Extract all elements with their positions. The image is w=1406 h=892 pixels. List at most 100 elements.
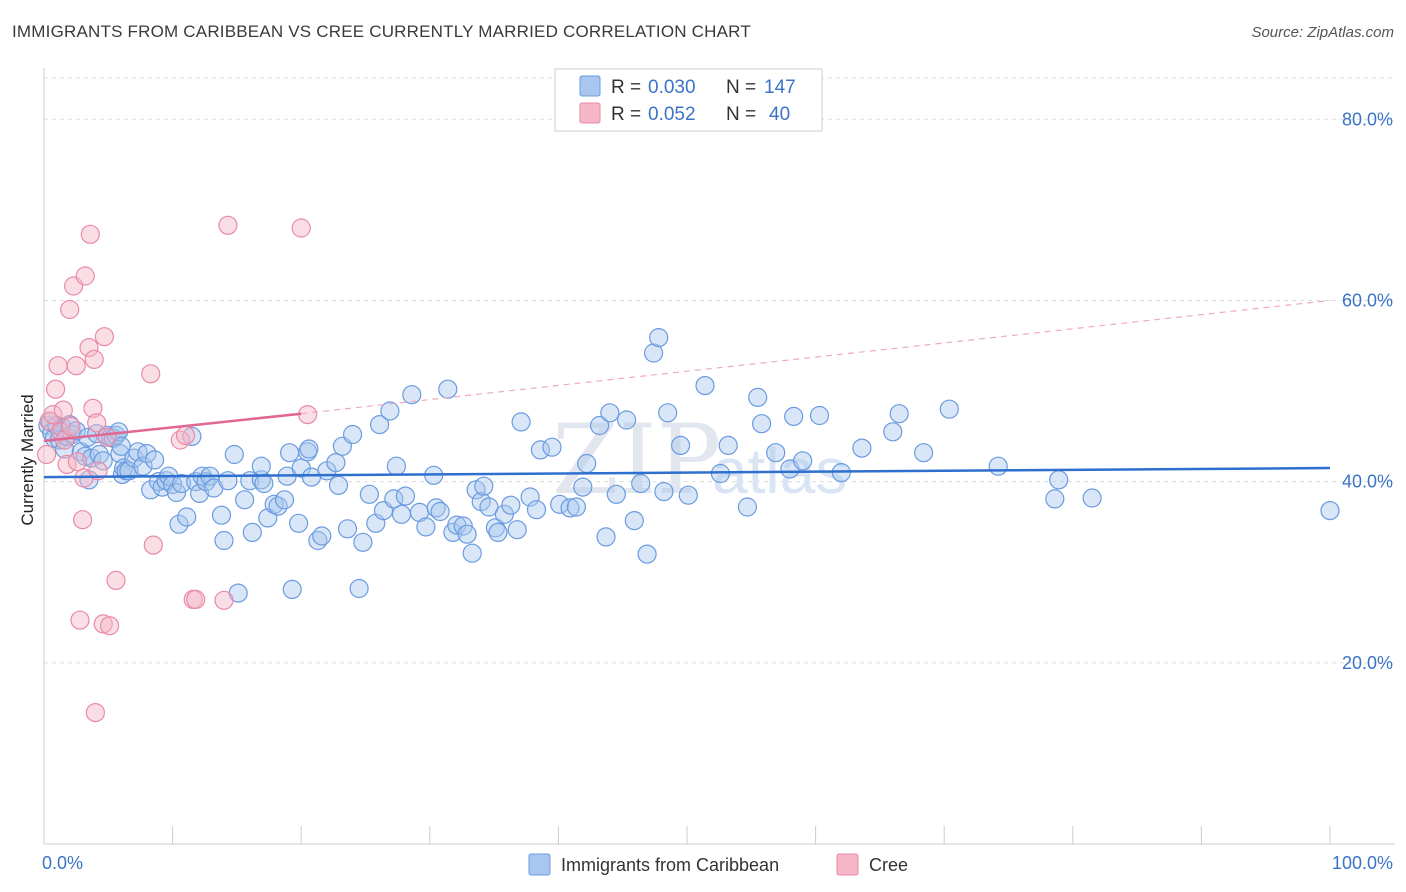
legend-r-value-cree: 0.052 bbox=[648, 104, 696, 125]
point-caribbean bbox=[235, 490, 255, 510]
y-tick-label: 40.0% bbox=[1342, 472, 1393, 492]
bottom-legend-swatch-cree bbox=[836, 853, 859, 876]
point-cree bbox=[87, 413, 107, 433]
legend-n-value-caribbean: 147 bbox=[764, 77, 796, 98]
point-caribbean bbox=[169, 514, 189, 534]
point-caribbean bbox=[254, 473, 274, 494]
point-caribbean bbox=[637, 544, 657, 564]
point-caribbean bbox=[643, 343, 664, 363]
point-cree bbox=[36, 444, 57, 465]
point-caribbean bbox=[1045, 489, 1065, 509]
point-cree bbox=[45, 379, 66, 399]
y-tick-label: 80.0% bbox=[1342, 109, 1393, 129]
point-cree bbox=[214, 590, 234, 610]
point-caribbean bbox=[93, 451, 113, 471]
point-caribbean bbox=[312, 526, 332, 546]
point-caribbean bbox=[1049, 470, 1069, 490]
point-caribbean bbox=[395, 486, 415, 506]
point-cree bbox=[67, 452, 88, 472]
point-caribbean bbox=[251, 456, 271, 476]
point-caribbean bbox=[326, 453, 346, 473]
point-caribbean bbox=[380, 401, 400, 421]
point-caribbean bbox=[488, 522, 508, 543]
chart-source: Source: ZipAtlas.com bbox=[1251, 24, 1394, 41]
point-caribbean bbox=[507, 520, 527, 540]
point-caribbean bbox=[177, 507, 197, 527]
grid-layer bbox=[44, 77, 1394, 664]
trendline-cree-extension bbox=[301, 299, 1331, 415]
point-caribbean bbox=[224, 444, 244, 465]
legend-swatch-cree bbox=[579, 102, 601, 124]
point-caribbean bbox=[988, 456, 1008, 476]
point-caribbean bbox=[1082, 488, 1102, 508]
point-caribbean bbox=[852, 438, 872, 458]
point-caribbean bbox=[520, 487, 540, 507]
point-caribbean bbox=[391, 504, 412, 524]
bottom-legend-label-cree: Cree bbox=[869, 855, 908, 875]
point-caribbean bbox=[631, 473, 651, 494]
point-caribbean bbox=[359, 484, 379, 504]
point-caribbean bbox=[349, 578, 369, 599]
point-cree bbox=[83, 398, 103, 418]
point-caribbean bbox=[438, 379, 458, 399]
point-cree bbox=[93, 614, 113, 634]
point-cree bbox=[66, 356, 86, 376]
point-cree bbox=[175, 425, 196, 445]
point-caribbean bbox=[658, 403, 678, 423]
point-cree bbox=[88, 461, 108, 481]
trend-layer bbox=[43, 299, 1331, 479]
point-caribbean bbox=[526, 500, 547, 520]
bottom-legend-label-caribbean: Immigrants from Caribbean bbox=[561, 855, 779, 875]
point-cree bbox=[48, 356, 68, 376]
legend-n-label-caribbean: N = bbox=[726, 77, 756, 98]
bottom-legend: Immigrants from Caribbean Cree bbox=[528, 853, 908, 876]
point-cree bbox=[43, 405, 63, 425]
x-tick-label-max: 100.0% bbox=[1332, 853, 1393, 873]
point-cree bbox=[70, 610, 90, 630]
point-caribbean bbox=[793, 451, 813, 471]
point-caribbean bbox=[751, 414, 772, 434]
point-cree bbox=[298, 405, 318, 425]
point-cree bbox=[60, 299, 80, 320]
point-cree bbox=[53, 400, 73, 420]
legend-r-label-cree: R = bbox=[611, 104, 641, 125]
ticks-layer: 20.0% 40.0% 60.0% 80.0% 0.0% 100.0% bbox=[42, 109, 1393, 873]
point-caribbean bbox=[479, 497, 499, 517]
point-cree bbox=[80, 224, 100, 244]
point-cree bbox=[97, 427, 117, 447]
point-caribbean bbox=[218, 471, 238, 491]
point-caribbean bbox=[328, 475, 349, 495]
point-caribbean bbox=[214, 530, 234, 551]
x-tick-label-min: 0.0% bbox=[42, 853, 83, 873]
point-caribbean bbox=[670, 435, 691, 455]
point-caribbean bbox=[137, 444, 157, 464]
point-caribbean bbox=[211, 505, 232, 525]
point-cree bbox=[84, 349, 104, 369]
point-caribbean bbox=[299, 439, 319, 459]
watermark-zip: ZIP bbox=[552, 404, 721, 516]
point-cree bbox=[99, 616, 120, 636]
point-caribbean bbox=[289, 513, 309, 533]
point-caribbean bbox=[384, 489, 404, 509]
point-cree bbox=[106, 570, 126, 591]
point-caribbean bbox=[606, 484, 626, 504]
point-caribbean bbox=[370, 415, 390, 435]
point-caribbean bbox=[542, 437, 562, 457]
point-caribbean bbox=[624, 510, 644, 531]
point-cree bbox=[141, 364, 161, 384]
point-caribbean bbox=[577, 453, 597, 474]
point-caribbean bbox=[566, 497, 587, 517]
point-caribbean bbox=[530, 440, 551, 460]
point-caribbean bbox=[474, 476, 494, 496]
point-caribbean bbox=[600, 403, 620, 423]
point-caribbean bbox=[883, 422, 903, 442]
point-cree bbox=[218, 215, 238, 235]
point-cree bbox=[291, 218, 311, 238]
point-caribbean bbox=[457, 524, 477, 544]
point-cree bbox=[79, 338, 99, 358]
point-caribbean bbox=[145, 450, 165, 470]
legend-swatch-caribbean bbox=[579, 75, 601, 97]
point-caribbean bbox=[274, 490, 295, 510]
point-caribbean bbox=[353, 532, 373, 552]
point-caribbean bbox=[430, 501, 450, 522]
